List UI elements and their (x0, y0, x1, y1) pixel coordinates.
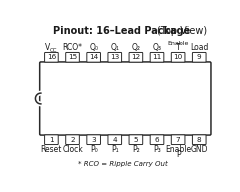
Text: Q₂: Q₂ (131, 43, 140, 51)
FancyBboxPatch shape (87, 135, 101, 145)
FancyBboxPatch shape (171, 135, 185, 145)
Text: CC: CC (50, 48, 58, 53)
FancyBboxPatch shape (192, 135, 206, 145)
Text: T: T (176, 43, 180, 51)
Text: P₃: P₃ (153, 145, 161, 154)
Text: 12: 12 (131, 54, 140, 60)
FancyBboxPatch shape (150, 52, 164, 62)
Text: 14: 14 (89, 54, 98, 60)
Text: 15: 15 (68, 54, 77, 60)
Text: Q₁: Q₁ (110, 43, 119, 51)
Text: RCO*: RCO* (63, 43, 83, 51)
Text: GND: GND (191, 145, 208, 154)
Text: 13: 13 (110, 54, 119, 60)
FancyBboxPatch shape (150, 135, 164, 145)
Text: Enable: Enable (168, 41, 189, 46)
Text: V: V (45, 43, 50, 51)
FancyBboxPatch shape (66, 135, 79, 145)
FancyBboxPatch shape (129, 135, 143, 145)
FancyBboxPatch shape (171, 52, 185, 62)
FancyBboxPatch shape (108, 135, 122, 145)
Text: Load: Load (190, 43, 208, 51)
Text: 11: 11 (152, 54, 162, 60)
Text: 1: 1 (49, 137, 54, 143)
Text: P₂: P₂ (132, 145, 140, 154)
Text: 4: 4 (113, 137, 117, 143)
Text: 9: 9 (197, 54, 202, 60)
FancyBboxPatch shape (87, 52, 101, 62)
Text: 6: 6 (155, 137, 159, 143)
Text: P₀: P₀ (90, 145, 97, 154)
FancyBboxPatch shape (66, 52, 79, 62)
Text: Q₀: Q₀ (89, 43, 98, 51)
Text: 3: 3 (91, 137, 96, 143)
Text: P₁: P₁ (111, 145, 119, 154)
Text: (Top View): (Top View) (35, 26, 208, 36)
Text: Q₃: Q₃ (152, 43, 162, 51)
FancyBboxPatch shape (108, 52, 122, 62)
Text: 7: 7 (176, 137, 180, 143)
Text: Pinout: 16–Lead Package: Pinout: 16–Lead Package (53, 26, 190, 36)
Text: 10: 10 (174, 54, 183, 60)
Text: 5: 5 (134, 137, 138, 143)
Text: 2: 2 (70, 137, 75, 143)
Text: Clock: Clock (62, 145, 83, 154)
Text: Reset: Reset (41, 145, 62, 154)
Text: Enable: Enable (165, 145, 191, 154)
Text: P: P (176, 150, 180, 159)
FancyBboxPatch shape (45, 135, 58, 145)
Text: * RCO = Ripple Carry Out: * RCO = Ripple Carry Out (78, 161, 168, 167)
Text: 16: 16 (47, 54, 56, 60)
FancyBboxPatch shape (129, 52, 143, 62)
Text: 8: 8 (197, 137, 202, 143)
FancyBboxPatch shape (45, 52, 58, 62)
FancyBboxPatch shape (192, 52, 206, 62)
FancyBboxPatch shape (40, 62, 211, 135)
